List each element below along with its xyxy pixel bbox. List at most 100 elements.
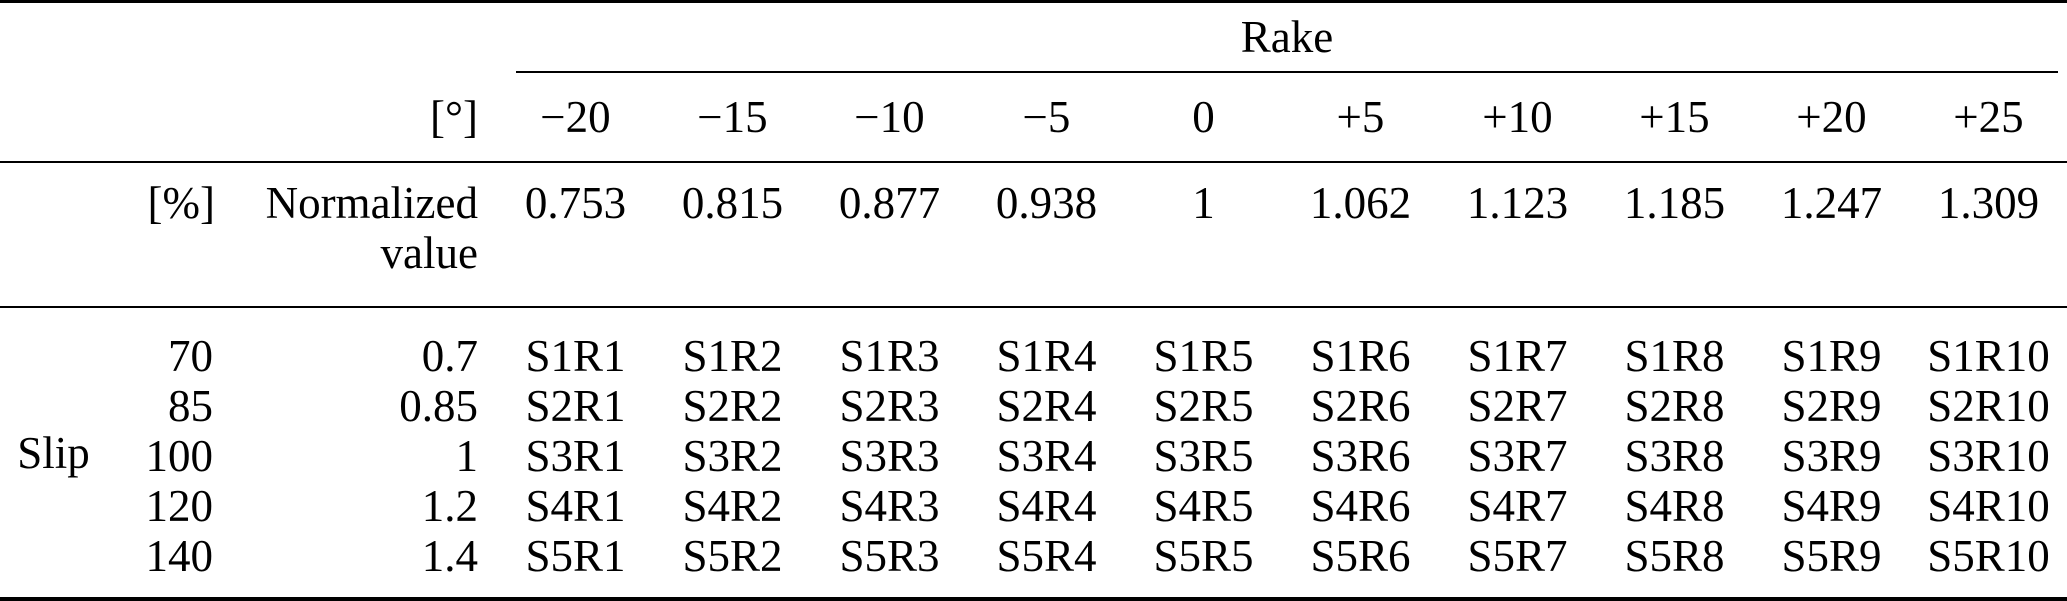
scenario-cell: S1R3 bbox=[839, 331, 940, 381]
scenario-cell: S4R1 bbox=[525, 481, 626, 531]
slip-axis-label: Slip bbox=[17, 427, 90, 478]
normalized-value-label-line2: value bbox=[380, 228, 478, 278]
rake-normalized-value: 1.247 bbox=[1753, 162, 1910, 308]
scenario-cell: S1R9 bbox=[1781, 331, 1882, 381]
scenario-cell: S4R4 bbox=[996, 481, 1097, 531]
rake-normalized-value: 1.123 bbox=[1439, 162, 1596, 308]
rake-degree-header: +20 bbox=[1753, 73, 1910, 163]
rake-normalized-value: 1.309 bbox=[1910, 162, 2067, 308]
scenario-cell: S3R2 bbox=[682, 431, 783, 481]
scenario-cell: S3R8 bbox=[1624, 431, 1725, 481]
slip-normalized-value: 0.85 bbox=[399, 381, 478, 431]
scenario-cell: S3R7 bbox=[1467, 431, 1568, 481]
scenario-cell: S5R5 bbox=[1153, 531, 1254, 581]
scenario-cell: S3R9 bbox=[1781, 431, 1882, 481]
slip-row: 140 1.4 S5R1 S5R2 S5R3 S5R4 S5R5 S5R6 S5R7 S5R8 S5… bbox=[0, 531, 2067, 599]
rake-degree-header: −20 bbox=[497, 73, 654, 163]
scenario-cell: S2R8 bbox=[1624, 381, 1725, 431]
scenario-cell: S4R7 bbox=[1467, 481, 1568, 531]
slip-row: 85 0.85 S2R1 S2R2 S2R3 S2R4 S2R5 S2R6 S2R7 S2R8 S2… bbox=[0, 381, 2067, 431]
scenario-cell: S1R10 bbox=[1927, 331, 2050, 381]
scenario-cell: S1R8 bbox=[1624, 331, 1725, 381]
scenario-cell: S1R6 bbox=[1310, 331, 1411, 381]
slip-row: 100 1 S3R1 S3R2 S3R3 S3R4 S3R5 S3R6 S3R7 S3R8 S3R9… bbox=[0, 431, 2067, 481]
scenario-cell: S2R4 bbox=[996, 381, 1097, 431]
slip-normalized-value: 1 bbox=[455, 431, 479, 481]
scenario-cell: S4R10 bbox=[1927, 481, 2050, 531]
scenario-cell: S2R3 bbox=[839, 381, 940, 431]
slip-percent-value: 140 bbox=[145, 531, 214, 581]
rake-normalized-value: 1 bbox=[1125, 162, 1282, 308]
scenario-cell: S1R2 bbox=[682, 331, 783, 381]
rake-degree-header: +5 bbox=[1282, 73, 1439, 163]
slip-normalized-value: 1.2 bbox=[421, 481, 478, 531]
scenario-cell: S2R5 bbox=[1153, 381, 1254, 431]
scenario-cell: S5R1 bbox=[525, 531, 626, 581]
scenario-cell: S3R3 bbox=[839, 431, 940, 481]
rake-normalized-value: 1.185 bbox=[1596, 162, 1753, 308]
rake-group-label: Rake bbox=[1240, 11, 1334, 62]
spacer-cell bbox=[0, 73, 110, 163]
scenario-cell: S5R4 bbox=[996, 531, 1097, 581]
normalized-value-label: Normalized value bbox=[215, 162, 497, 308]
spacer-cell bbox=[110, 73, 215, 163]
scenario-cell: S2R1 bbox=[525, 381, 626, 431]
scenario-cell: S2R10 bbox=[1927, 381, 2050, 431]
scenario-cell: S4R9 bbox=[1781, 481, 1882, 531]
scenario-cell: S5R10 bbox=[1927, 531, 2050, 581]
rake-degree-row: [°] −20 −15 −10 −5 0 +5 +10 +15 +20 +25 bbox=[0, 73, 2067, 163]
scenario-cell: S3R10 bbox=[1927, 431, 2050, 481]
rake-normalized-value: 0.877 bbox=[811, 162, 968, 308]
scenario-cell: S2R2 bbox=[682, 381, 783, 431]
scenario-cell: S3R1 bbox=[525, 431, 626, 481]
scenario-cell: S5R8 bbox=[1624, 531, 1725, 581]
scenario-cell: S4R3 bbox=[839, 481, 940, 531]
rake-degree-header: +25 bbox=[1910, 73, 2067, 163]
scenario-cell: S1R1 bbox=[525, 331, 626, 381]
slip-normalized-value: 1.4 bbox=[421, 531, 478, 581]
rake-normalized-value: 0.815 bbox=[654, 162, 811, 308]
rake-normalized-value: 1.062 bbox=[1282, 162, 1439, 308]
scenario-cell: S1R5 bbox=[1153, 331, 1254, 381]
scenario-cell: S5R7 bbox=[1467, 531, 1568, 581]
scenario-cell: S3R5 bbox=[1153, 431, 1254, 481]
rake-normalized-value: 0.938 bbox=[968, 162, 1125, 308]
rake-degree-header: +15 bbox=[1596, 73, 1753, 163]
scenario-cell: S2R6 bbox=[1310, 381, 1411, 431]
scenario-cell: S2R9 bbox=[1781, 381, 1882, 431]
scenario-cell: S5R3 bbox=[839, 531, 940, 581]
percent-unit-label: [%] bbox=[110, 162, 215, 308]
slip-percent-value: 120 bbox=[145, 481, 214, 531]
spacer-cell bbox=[0, 2, 497, 74]
degree-unit-label: [°] bbox=[215, 73, 497, 163]
slip-percent-value: 100 bbox=[145, 431, 214, 481]
slip-percent-value: 85 bbox=[168, 381, 213, 431]
scenario-cell: S4R8 bbox=[1624, 481, 1725, 531]
rake-group-row: Rake bbox=[0, 2, 2067, 74]
scenario-cell: S3R6 bbox=[1310, 431, 1411, 481]
scenario-cell: S5R2 bbox=[682, 531, 783, 581]
scenario-cell: S4R6 bbox=[1310, 481, 1411, 531]
rake-normalized-row: [%] Normalized value 0.753 0.815 0.877 0.93… bbox=[0, 162, 2067, 308]
rake-degree-header: 0 bbox=[1125, 73, 1282, 163]
spacer-cell bbox=[0, 162, 110, 308]
slip-row: Slip 70 0.7 S1R1 S1R2 S1R3 S1R4 S1R5 S1R6 S1R7 S1R… bbox=[0, 307, 2067, 478]
scenario-cell: S5R9 bbox=[1781, 531, 1882, 581]
slip-row: 120 1.2 S4R1 S4R2 S4R3 S4R4 S4R5 S4R6 S4R7 S4R8 S4… bbox=[0, 481, 2067, 531]
scenario-cell: S2R7 bbox=[1467, 381, 1568, 431]
slip-percent-value: 70 bbox=[168, 331, 213, 381]
rake-degree-header: −15 bbox=[654, 73, 811, 163]
scenario-cell: S4R5 bbox=[1153, 481, 1254, 531]
rake-group-cell: Rake bbox=[497, 2, 2067, 73]
rake-degree-header: −5 bbox=[968, 73, 1125, 163]
rake-degree-header: −10 bbox=[811, 73, 968, 163]
scenario-cell: S4R2 bbox=[682, 481, 783, 531]
scenario-cell: S1R7 bbox=[1467, 331, 1568, 381]
normalized-value-label-line1: Normalized bbox=[265, 178, 478, 228]
rake-normalized-value: 0.753 bbox=[497, 162, 654, 308]
rake-group-header: Rake bbox=[516, 3, 2058, 73]
scenario-cell: S1R4 bbox=[996, 331, 1097, 381]
rake-degree-header: +10 bbox=[1439, 73, 1596, 163]
